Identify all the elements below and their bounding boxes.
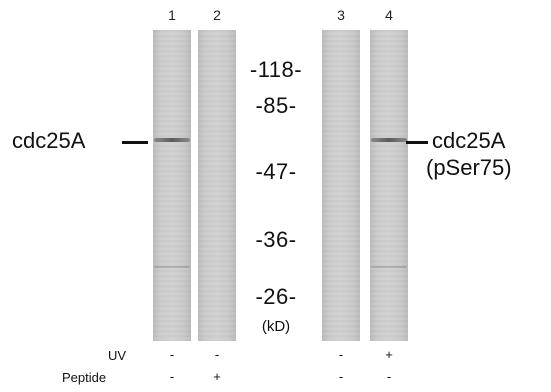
right-protein-label: cdc25A: [432, 128, 506, 153]
marker-47: -47-: [255, 159, 297, 184]
peptide-lane-2: +: [213, 369, 221, 384]
peptide-lane-4: -: [386, 369, 392, 384]
left-label-dash: [122, 141, 148, 144]
minor-band-lane-1: [154, 266, 190, 268]
lane-1: [153, 30, 191, 341]
lane-number-1: 1: [168, 7, 176, 23]
left-protein-label: cdc25A: [12, 128, 86, 153]
marker-85: -85-: [255, 93, 297, 118]
cdc25a-band-lane-1: [154, 138, 190, 142]
lane-3: [322, 30, 360, 341]
marker-36: -36-: [255, 227, 297, 252]
lane-number-4: 4: [385, 7, 393, 23]
uv-lane-2: -: [214, 347, 220, 362]
peptide-row-label: Peptide: [62, 370, 107, 385]
lane-2: [198, 30, 236, 341]
right-phospho-label: (pSer75): [426, 155, 512, 180]
lane-number-2: 2: [213, 7, 221, 23]
lane-number-3: 3: [337, 7, 345, 23]
lane-4: [370, 30, 408, 341]
uv-lane-1: -: [169, 347, 175, 362]
cdc25a-band-lane-4: [371, 138, 407, 142]
marker-26: -26-: [255, 284, 297, 309]
peptide-lane-3: -: [338, 369, 344, 384]
minor-band-lane-4: [371, 266, 407, 268]
uv-lane-3: -: [338, 347, 344, 362]
marker-118: -118-: [249, 57, 303, 82]
uv-lane-4: +: [385, 347, 393, 362]
uv-row-label: UV: [108, 348, 127, 363]
peptide-lane-1: -: [169, 369, 175, 384]
unit-label: (kD): [261, 318, 291, 335]
right-label-dash: [406, 141, 428, 144]
